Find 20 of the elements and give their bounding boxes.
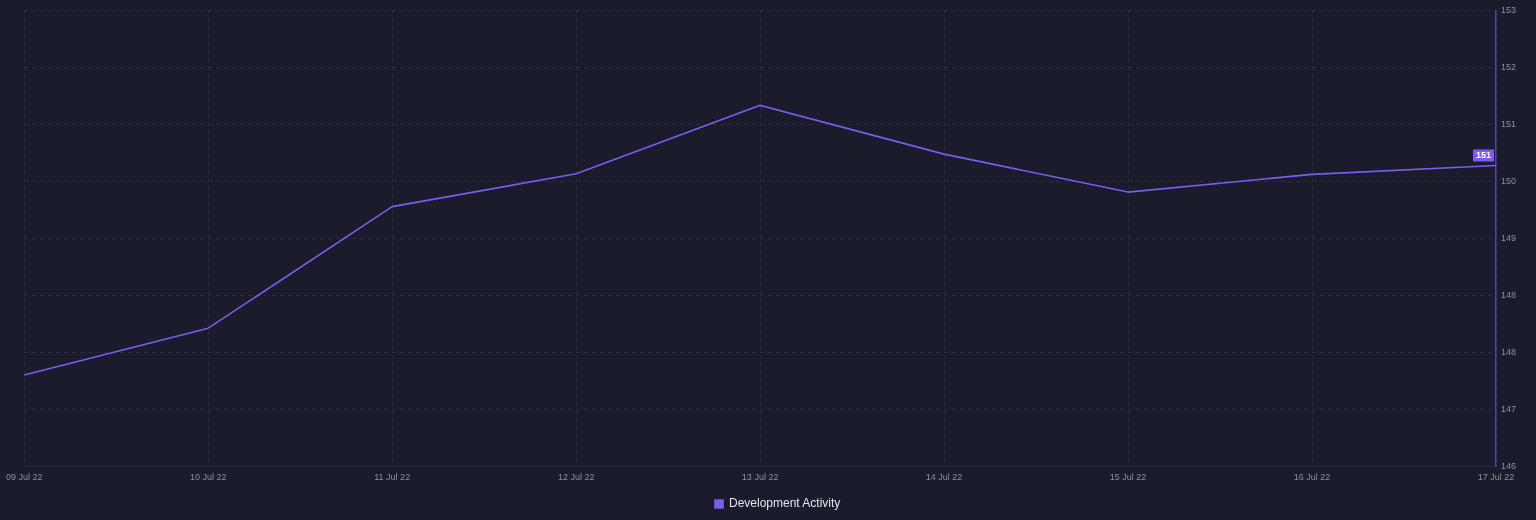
y-tick-label: 150	[1501, 175, 1517, 186]
y-tick-label: 151	[1501, 118, 1517, 129]
x-tick-label: 11 Jul 22	[374, 472, 411, 483]
y-tick-label: 152	[1501, 61, 1517, 72]
x-tick-label: 09 Jul 22	[6, 472, 43, 483]
data-label: 151	[1475, 150, 1492, 161]
x-tick-label: 15 Jul 22	[1109, 472, 1147, 483]
y-tick-label: 148	[1501, 289, 1517, 300]
x-tick-label: 16 Jul 22	[1293, 472, 1331, 483]
x-tick-label: 10 Jul 22	[189, 472, 227, 483]
legend-label: Development Activity	[728, 496, 841, 511]
y-tick-label: 148	[1501, 346, 1517, 357]
y-tick-label: 149	[1501, 232, 1517, 243]
x-tick-label: 12 Jul 22	[557, 472, 595, 483]
x-tick-label: 14 Jul 22	[925, 472, 963, 483]
x-tick-label: 13 Jul 22	[741, 472, 779, 483]
x-tick-label: 17 Jul 22	[1477, 472, 1515, 483]
y-tick-label: 146	[1501, 460, 1517, 471]
y-tick-label: 147	[1501, 403, 1517, 414]
y-tick-label: 153	[1501, 4, 1517, 15]
